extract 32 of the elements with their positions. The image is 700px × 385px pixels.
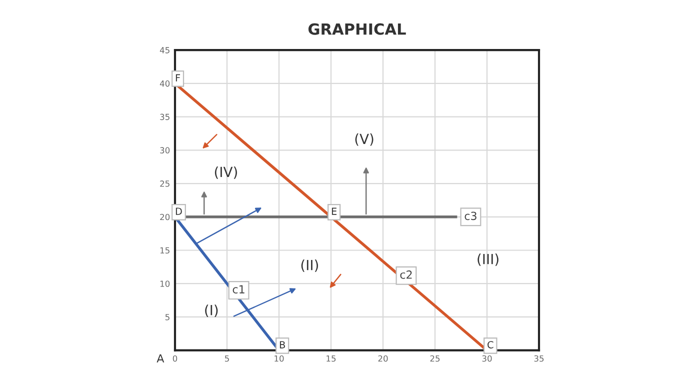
y-tick-label: 20 (160, 214, 170, 220)
y-tick-label: 40 (160, 80, 170, 87)
x-tick-label: 35 (534, 355, 544, 362)
x-tick-label: 10 (274, 355, 284, 362)
annotation: E (332, 208, 337, 215)
annotation: D (176, 208, 182, 215)
annotation: (I) (205, 304, 218, 317)
annotation: F (176, 74, 180, 82)
y-tick-label: 30 (160, 147, 170, 154)
annotation: (II) (301, 260, 318, 272)
x-tick-label: 0 (172, 355, 178, 362)
annotation: (IV) (214, 166, 237, 179)
y-tick-label: 15 (160, 247, 170, 254)
text: A (156, 354, 164, 362)
annotation: C (488, 341, 494, 348)
y-tick-label: 25 (160, 180, 170, 187)
y-tick-label: 5 (165, 314, 170, 320)
x-tick-label: 15 (326, 355, 336, 362)
annotation: (III) (478, 254, 498, 266)
x-tick-label: 25 (430, 355, 440, 362)
annotation: (V) (355, 133, 374, 146)
annotation: B (280, 341, 285, 348)
series-label: c1 (232, 285, 244, 294)
x-tick-label: 30 (482, 355, 492, 362)
y-tick-label: 35 (160, 114, 170, 120)
series-label: c2 (400, 270, 412, 279)
x-tick-label: 20 (378, 355, 388, 362)
y-tick-label: 10 (160, 280, 170, 287)
x-tick-label: 5 (224, 355, 229, 362)
chart-title: GRAPHICAL (308, 23, 406, 35)
series-label: c3 (464, 212, 476, 220)
y-tick-label: 45 (160, 47, 170, 54)
